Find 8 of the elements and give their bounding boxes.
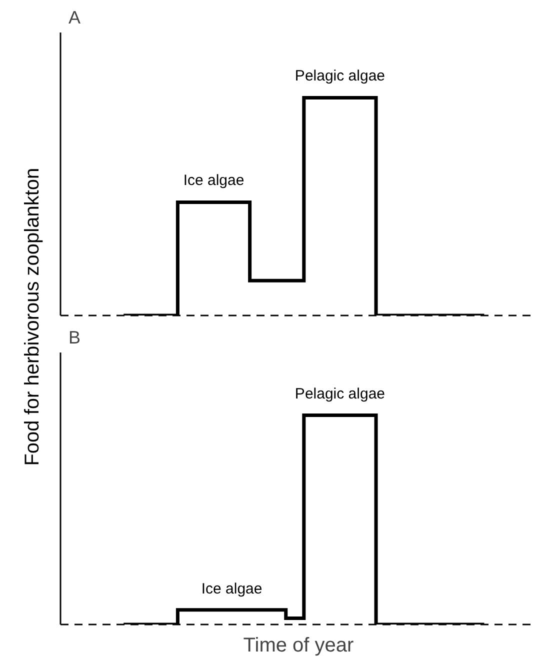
- annotation: Pelagic algae: [294, 68, 386, 85]
- annotation: Pelagic algae: [294, 386, 386, 403]
- annotation: Ice algae: [183, 172, 244, 190]
- y-axis-title: Food for herbivorous zooplankton: [21, 168, 44, 466]
- x-axis-title: Time of year: [243, 634, 354, 656]
- chart-title: B: [68, 328, 81, 348]
- annotation: Ice algae: [201, 580, 262, 598]
- chart-title: A: [68, 8, 81, 28]
